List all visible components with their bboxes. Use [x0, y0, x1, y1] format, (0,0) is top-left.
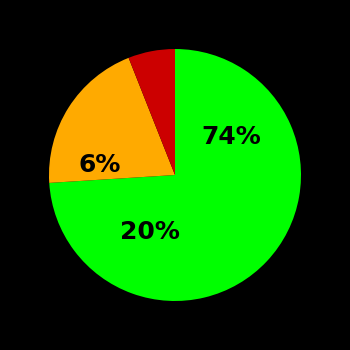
Wedge shape: [128, 49, 175, 175]
Text: 20%: 20%: [120, 220, 180, 244]
Text: 6%: 6%: [78, 153, 121, 177]
Wedge shape: [49, 49, 301, 301]
Wedge shape: [49, 58, 175, 183]
Text: 74%: 74%: [202, 125, 261, 149]
